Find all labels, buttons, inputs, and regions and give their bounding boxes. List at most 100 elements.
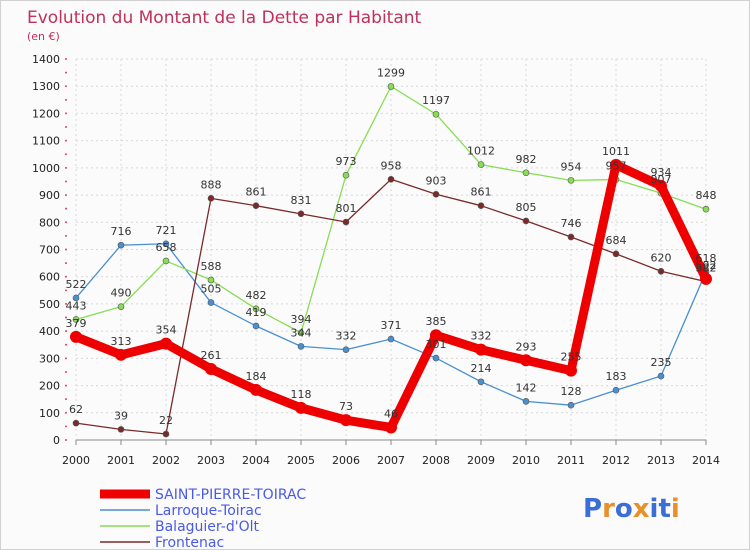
y-axis-dot	[65, 411, 67, 414]
data-label: 118	[291, 388, 312, 401]
data-point	[72, 419, 80, 427]
data-labels: 522 716 721 505 419 344 332 371 301 214 142 128 183 2…	[66, 66, 717, 427]
data-point	[207, 195, 215, 202]
data-label: 831	[291, 194, 312, 207]
series-layer	[70, 83, 712, 438]
y-axis-dot	[65, 166, 67, 169]
data-label: 385	[426, 315, 447, 328]
y-tick-label: 500	[39, 298, 60, 311]
data-label: 957	[606, 160, 627, 173]
data-label: 46	[384, 407, 398, 420]
data-label: 954	[561, 160, 582, 173]
y-tick-label: 800	[39, 216, 60, 229]
x-tick-label: 2012	[602, 454, 630, 467]
y-axis-dot	[65, 316, 67, 319]
y-axis-dot	[65, 221, 67, 224]
data-point	[70, 330, 82, 343]
y-axis-dot	[65, 425, 67, 428]
y-axis-dot	[65, 357, 67, 360]
data-label: 1197	[422, 94, 450, 107]
logo-letter: r	[602, 494, 615, 524]
data-label: 261	[201, 349, 222, 362]
data-point	[432, 110, 440, 118]
data-point	[342, 171, 350, 179]
data-point	[657, 267, 665, 275]
y-axis-dot	[65, 384, 67, 387]
y-axis-dot	[65, 126, 67, 129]
y-axis-dot	[65, 85, 67, 88]
data-point	[115, 348, 127, 361]
data-point	[522, 169, 530, 177]
data-point	[565, 364, 577, 377]
x-tick-label: 2011	[557, 454, 585, 467]
data-point	[297, 343, 305, 350]
x-tick-label: 2001	[107, 454, 135, 467]
logo-letter: i	[671, 494, 680, 524]
y-axis-dot	[65, 289, 67, 292]
data-label: 344	[291, 326, 312, 339]
data-label: 371	[381, 319, 402, 332]
x-tick-label: 2009	[467, 454, 495, 467]
y-tick-label: 200	[39, 380, 60, 393]
data-label: 235	[651, 356, 672, 369]
data-label: 903	[426, 174, 447, 187]
y-axis-dot	[65, 71, 67, 74]
data-point	[520, 354, 532, 367]
data-point	[385, 421, 397, 434]
data-label: 255	[561, 351, 582, 364]
data-point	[117, 241, 125, 249]
data-label: 746	[561, 217, 582, 230]
data-point	[477, 378, 485, 386]
data-label: 39	[114, 409, 128, 422]
data-point	[567, 233, 575, 241]
x-tick-label: 2000	[62, 454, 90, 467]
data-label: 684	[606, 234, 627, 247]
y-tick-label: 1300	[32, 80, 60, 93]
y-axis-dot	[65, 343, 67, 346]
x-tick-label: 2010	[512, 454, 540, 467]
data-label: 848	[696, 189, 717, 202]
data-label: 1011	[602, 145, 630, 158]
y-tick-label: 900	[39, 189, 60, 202]
legend-label: Larroque-Toirac	[155, 503, 262, 519]
data-point	[477, 202, 485, 209]
x-tick-label: 2013	[647, 454, 675, 467]
data-point	[162, 430, 170, 438]
y-axis-dot	[65, 248, 67, 251]
y-axis-dot	[65, 370, 67, 373]
data-label: 214	[471, 362, 492, 375]
data-point	[250, 383, 262, 396]
y-axis-dot	[65, 98, 67, 101]
data-point	[432, 190, 440, 198]
y-tick-label: 600	[39, 271, 60, 284]
y-axis-dot	[65, 262, 67, 265]
data-point	[342, 346, 350, 353]
data-label: 419	[246, 306, 267, 319]
y-tick-label: 300	[39, 352, 60, 365]
y-tick-label: 100	[39, 407, 60, 420]
y-axis-dot	[65, 275, 67, 278]
data-point	[297, 210, 305, 218]
data-point	[162, 240, 170, 248]
data-label: 128	[561, 385, 582, 398]
data-label: 982	[516, 153, 537, 166]
y-axis-dot	[65, 153, 67, 156]
data-label: 62	[69, 403, 83, 416]
x-tick-label: 2006	[332, 454, 360, 467]
data-point	[205, 362, 217, 375]
data-point	[295, 401, 307, 414]
legend-label: Frontenac	[155, 535, 224, 550]
data-point	[387, 175, 395, 183]
logo-text: Proxiti	[583, 494, 680, 524]
y-axis-dot	[65, 302, 67, 305]
data-label: 332	[471, 330, 492, 343]
data-label: 907	[651, 173, 672, 186]
data-label: 618	[696, 252, 717, 265]
y-axis-dot	[65, 139, 67, 142]
y-tick-label: 700	[39, 244, 60, 257]
x-tick-label: 2004	[242, 454, 270, 467]
logo-letter: i	[650, 494, 659, 524]
chart-subtitle: (en €)	[27, 30, 60, 43]
data-point	[117, 426, 125, 433]
